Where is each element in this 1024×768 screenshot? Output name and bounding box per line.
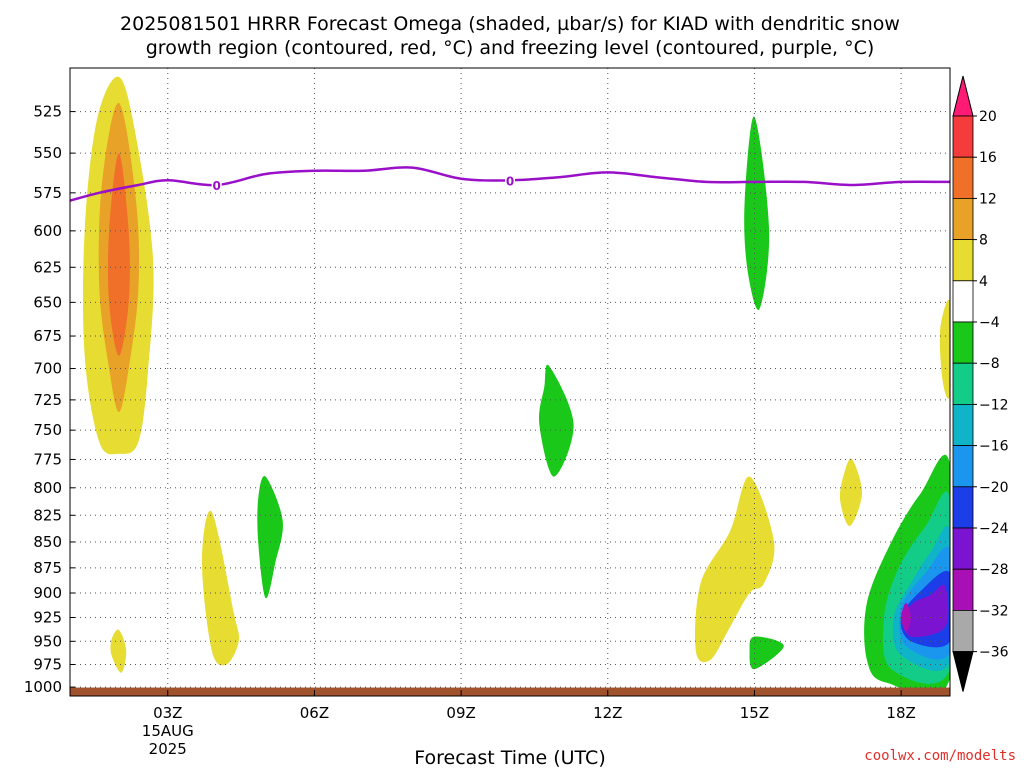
- y-tick-label: 725: [33, 391, 62, 409]
- grid-lines: [70, 68, 950, 696]
- colorbar-label: −32: [979, 603, 1009, 619]
- colorbar-label: 12: [979, 191, 997, 207]
- freezing-level-label: 0: [212, 179, 220, 193]
- colorbar-band: [952, 197, 974, 240]
- chart-title-line-2: growth region (contoured, red, °C) and f…: [146, 37, 875, 59]
- y-tick-label: 600: [33, 222, 62, 240]
- colorbar-label: −36: [979, 645, 1009, 661]
- freezing-level-label: 0: [506, 174, 514, 188]
- colorbar-label: 8: [979, 233, 988, 249]
- colorbar-bottom-arrow: [952, 651, 974, 692]
- x-tick-label: 15Z: [740, 704, 769, 722]
- y-tick-label: 650: [33, 293, 62, 311]
- omega-region-3: [110, 629, 127, 673]
- colorbar-label: −16: [979, 439, 1009, 455]
- ground-level-bar: [70, 687, 950, 696]
- colorbar-band: [952, 610, 974, 653]
- colorbar-band: [952, 156, 974, 199]
- omega-region-11: [939, 299, 950, 399]
- y-tick-label: 625: [33, 258, 62, 276]
- y-tick-label: 675: [33, 327, 62, 345]
- ground-bar: [70, 687, 950, 696]
- chart-title-line-1: 2025081501 HRRR Forecast Omega (shaded, …: [120, 13, 900, 35]
- x-tick-label: 12Z: [593, 704, 622, 722]
- colorbar-band: [952, 527, 974, 570]
- colorbar-label: −4: [979, 315, 1000, 331]
- y-tick-label: 825: [33, 506, 62, 524]
- colorbar-band: [952, 239, 974, 282]
- omega-region-2: [107, 153, 130, 356]
- y-tick-label: 900: [33, 584, 62, 602]
- colorbar-band: [952, 321, 974, 364]
- omega-region-17: [903, 584, 949, 638]
- y-axis-ticks: 525 550 575 600 625 650 675 700 725 750 775 800 825 8…: [24, 103, 75, 696]
- omega-region-10: [839, 458, 863, 527]
- colorbar-band: [952, 115, 974, 158]
- omega-region-18: [901, 602, 911, 632]
- x-tick-label: 18Z: [886, 704, 915, 722]
- y-tick-label: 525: [33, 103, 62, 121]
- plot-frame: [69, 67, 951, 697]
- freezing-level-label-bg: [211, 178, 222, 193]
- y-tick-label: 775: [33, 450, 62, 468]
- omega-region-6: [538, 364, 574, 477]
- colorbar-label: −12: [979, 397, 1009, 413]
- omega-region-7: [695, 476, 775, 663]
- x-tick-label: 09Z: [446, 704, 475, 722]
- colorbar-band: [952, 486, 974, 529]
- y-tick-label: 950: [33, 632, 62, 650]
- y-tick-label: 1000: [24, 678, 62, 696]
- y-tick-label: 575: [33, 184, 62, 202]
- colorbar-band: [952, 568, 974, 611]
- x-tick-date: 15AUG: [142, 722, 194, 740]
- y-tick-label: 875: [33, 559, 62, 577]
- colorbar-band: [952, 445, 974, 488]
- colorbar-label: −20: [979, 480, 1009, 496]
- colorbar-top-arrow: [952, 75, 974, 117]
- colorbar-band: [952, 403, 974, 446]
- colorbar-band: [952, 362, 974, 405]
- y-tick-label: 925: [33, 608, 62, 626]
- y-tick-label: 550: [33, 144, 62, 162]
- colorbar-label: 4: [979, 274, 988, 290]
- y-tick-label: 975: [33, 655, 62, 673]
- x-tick-label: 06Z: [300, 704, 329, 722]
- colorbar-label: −24: [979, 521, 1009, 537]
- y-tick-label: 700: [33, 360, 62, 378]
- y-tick-label: 800: [33, 479, 62, 497]
- colorbar-label: −28: [979, 562, 1009, 578]
- omega-region-4: [202, 510, 240, 666]
- x-tick-label: 03Z: [153, 704, 182, 722]
- colorbar-band: [952, 280, 974, 323]
- x-tick-year: 2025: [149, 740, 187, 758]
- colorbar-label: 20: [979, 109, 997, 125]
- freezing-level-label-bg: [505, 173, 515, 188]
- omega-region-8: [744, 116, 770, 311]
- x-axis-label: Forecast Time (UTC): [414, 747, 605, 768]
- colorbar-label: 16: [979, 150, 997, 166]
- credit-text: coolwx.com/modelts: [864, 748, 1016, 764]
- y-tick-label: 850: [33, 533, 62, 551]
- omega-shading: [82, 76, 950, 696]
- colorbar: 20 16 12 8 4 −4 −8 −12 −16 −20 −24 −28 −32 −36: [952, 75, 1009, 692]
- omega-region-9: [749, 636, 784, 670]
- omega-region-5: [257, 476, 283, 599]
- freezing-level-line: [70, 166, 950, 202]
- y-tick-label: 750: [33, 421, 62, 439]
- colorbar-label: −8: [979, 356, 1000, 372]
